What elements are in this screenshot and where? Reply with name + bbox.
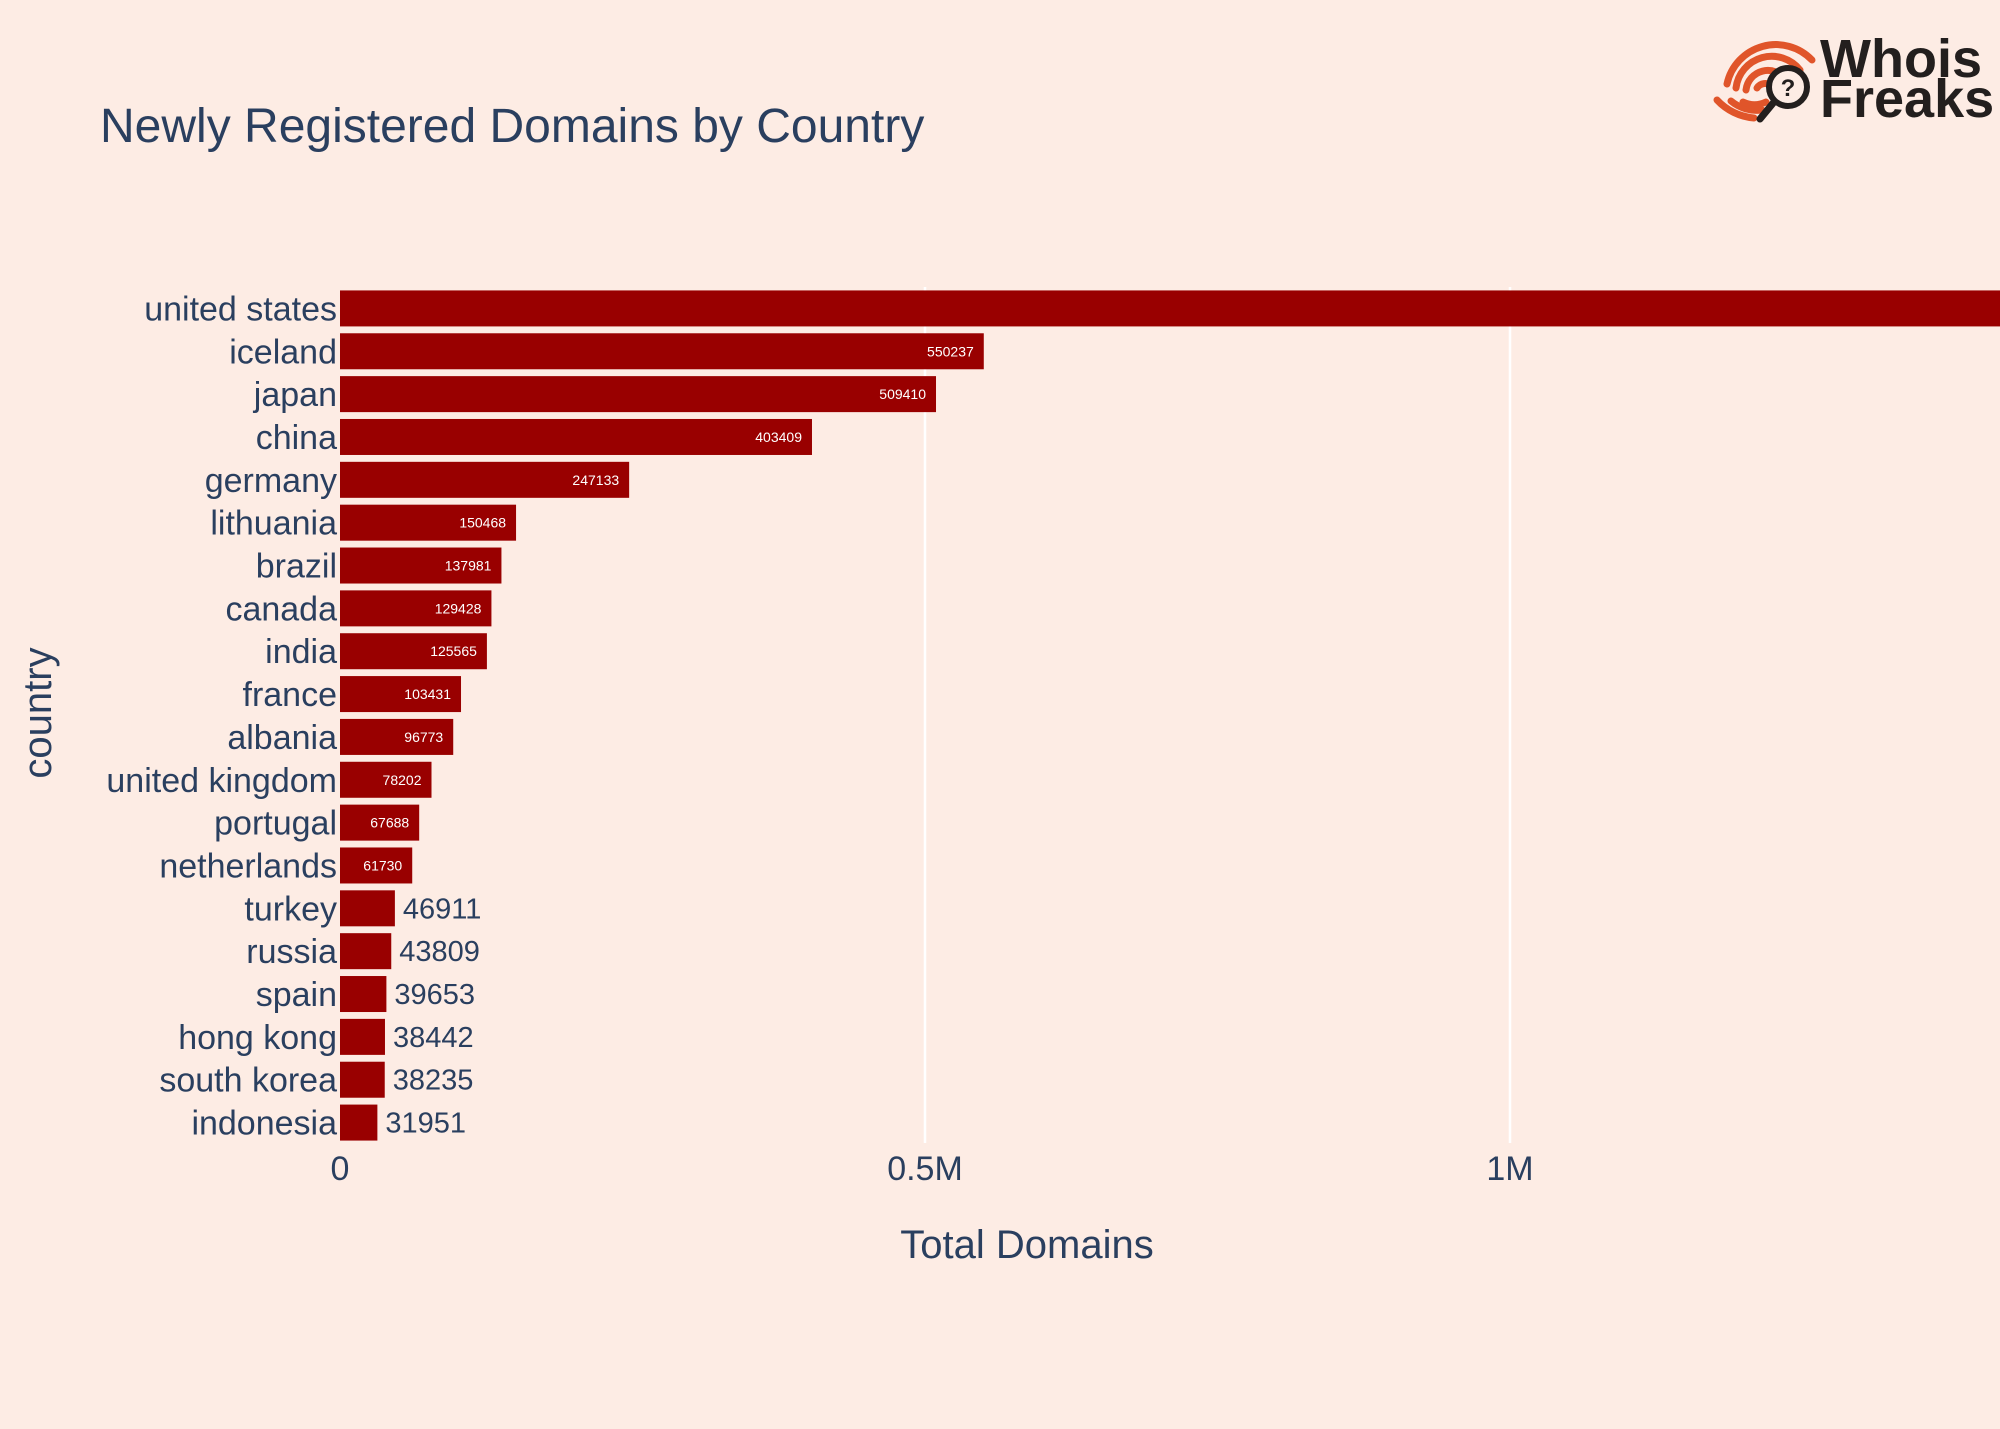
data-label: 103431 — [404, 686, 451, 702]
bar — [340, 976, 387, 1013]
y-tick-label: indonesia — [191, 1105, 337, 1143]
logo-text-line2: Freaks — [1820, 69, 1994, 129]
data-label: 125565 — [430, 643, 477, 659]
data-label: 509410 — [879, 386, 926, 402]
logo-text-line1: Whois — [1820, 29, 1982, 89]
data-label: 46911 — [403, 893, 482, 925]
data-label: 38235 — [393, 1065, 474, 1097]
data-label: 38442 — [393, 1022, 474, 1054]
bar — [340, 761, 432, 798]
bar — [340, 933, 392, 970]
y-tick-label: portugal — [214, 805, 337, 843]
x-tick-label: 0 — [331, 1150, 350, 1188]
y-tick-label: india — [265, 633, 337, 671]
y-tick-label: canada — [225, 590, 337, 628]
bar — [340, 1018, 385, 1055]
x-tick-label: 0.5M — [887, 1150, 963, 1188]
y-tick-label: russia — [246, 933, 337, 971]
y-tick-label: netherlands — [159, 847, 337, 885]
data-label: 43809 — [399, 936, 480, 968]
bar — [340, 718, 454, 755]
bar — [340, 1104, 378, 1141]
y-tick-label: spain — [256, 976, 337, 1014]
data-label: 39653 — [394, 979, 475, 1011]
bar — [340, 676, 462, 713]
y-tick-label: south korea — [159, 1062, 337, 1100]
y-tick-label: united kingdom — [106, 762, 337, 800]
y-axis-title: country — [16, 647, 60, 778]
x-axis-title: Total Domains — [900, 1223, 1153, 1267]
bar — [340, 547, 502, 584]
bar — [340, 333, 984, 370]
bar — [340, 890, 395, 927]
gridlines — [923, 287, 1512, 1143]
data-label: 61730 — [363, 857, 402, 873]
fingerprint-magnifier-icon: ? — [1713, 41, 1816, 123]
bar — [340, 376, 937, 413]
bar — [340, 290, 2000, 327]
data-label: 129428 — [435, 600, 482, 616]
svg-text:?: ? — [1781, 75, 1796, 102]
bar — [340, 1061, 385, 1098]
y-axis-tick-labels: united states iceland japan china germany lit… — [106, 290, 337, 1142]
chart-title: Newly Registered Domains by Country — [100, 100, 924, 153]
bar — [340, 418, 812, 455]
x-tick-label: 1M — [1486, 1150, 1533, 1188]
data-label: 96773 — [404, 729, 443, 745]
whoisfreaks-logo: ? Whois Freaks — [1713, 29, 1994, 129]
data-label: 403409 — [755, 429, 802, 445]
bar — [340, 461, 630, 498]
data-label: 247133 — [572, 472, 619, 488]
y-tick-label: germany — [205, 462, 337, 500]
bar — [340, 633, 487, 670]
y-tick-label: iceland — [229, 333, 337, 371]
bars — [340, 290, 2000, 1141]
y-tick-label: japan — [253, 376, 337, 414]
y-tick-label: lithuania — [210, 505, 337, 543]
y-tick-label: albania — [227, 719, 337, 757]
y-tick-label: france — [243, 676, 338, 714]
bar — [340, 504, 517, 541]
data-label: 31951 — [385, 1108, 466, 1140]
bar — [340, 804, 420, 841]
data-label: 67688 — [370, 815, 409, 831]
y-tick-label: turkey — [244, 890, 337, 928]
y-tick-label: united states — [144, 290, 337, 328]
data-label: 78202 — [383, 772, 422, 788]
y-tick-label: brazil — [256, 548, 337, 586]
y-tick-label: hong kong — [178, 1019, 337, 1057]
bar — [340, 590, 492, 627]
bar — [340, 847, 413, 884]
y-tick-label: china — [256, 419, 337, 457]
x-axis-tick-labels: 00.5M1M1.5M2M — [331, 1150, 1534, 1188]
data-labels: 2233030550237509410403409247133150468137… — [363, 343, 974, 1140]
data-label: 550237 — [927, 343, 974, 359]
data-label: 137981 — [445, 558, 492, 574]
data-label: 150468 — [459, 515, 506, 531]
